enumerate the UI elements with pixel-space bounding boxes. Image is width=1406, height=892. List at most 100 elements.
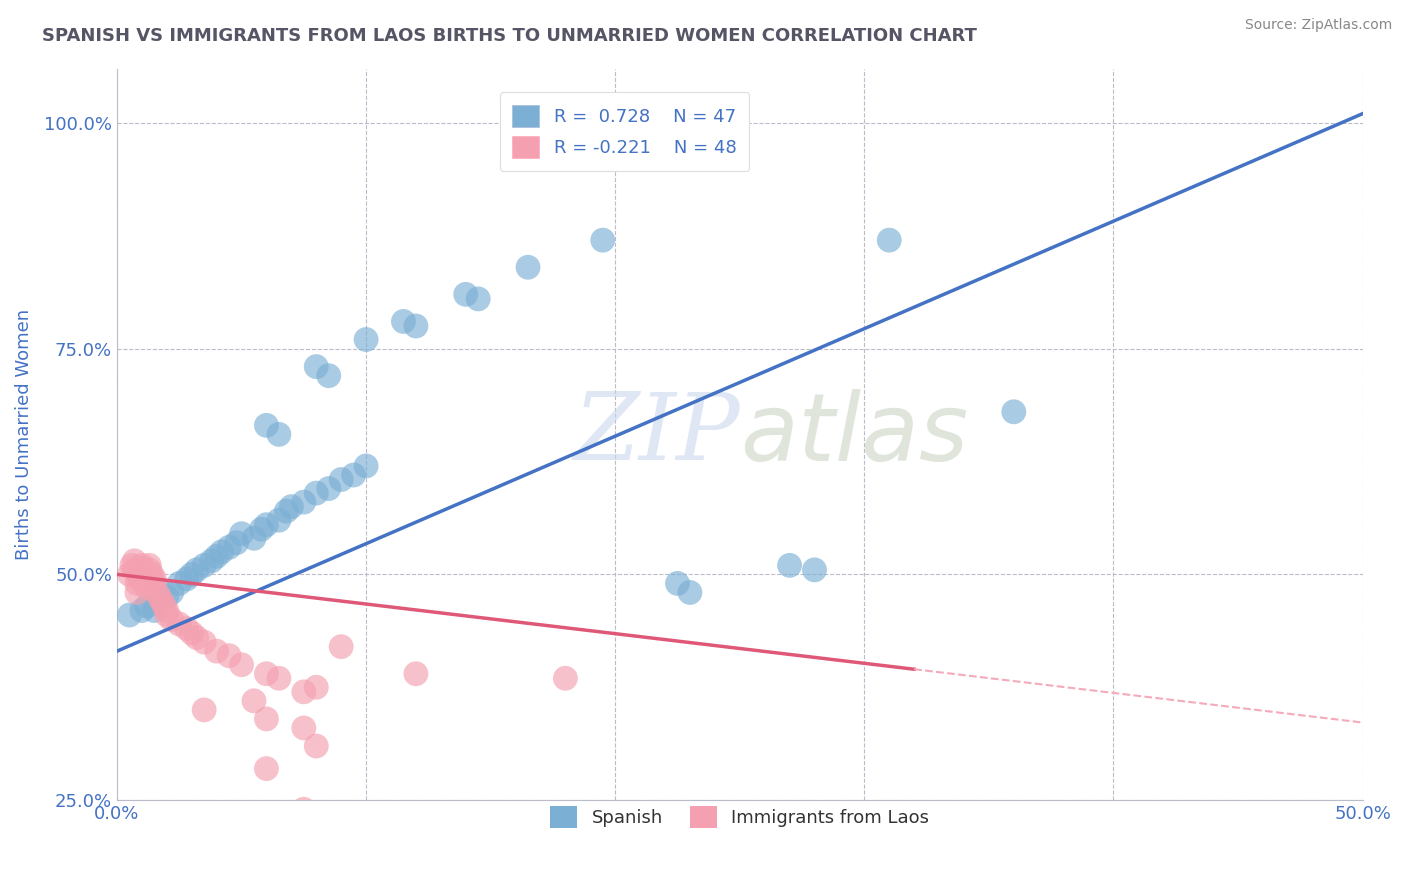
- Point: [134, 567, 156, 582]
- Point: [231, 657, 253, 672]
- Point: [131, 563, 153, 577]
- Point: [186, 631, 208, 645]
- Point: [267, 671, 290, 685]
- Point: [150, 594, 173, 608]
- Point: [343, 468, 366, 483]
- Point: [305, 681, 328, 695]
- Point: [134, 572, 156, 586]
- Point: [256, 418, 278, 433]
- Point: [276, 504, 298, 518]
- Point: [143, 603, 166, 617]
- Point: [267, 427, 290, 442]
- Point: [354, 333, 377, 347]
- Point: [877, 233, 900, 247]
- Point: [292, 685, 315, 699]
- Point: [176, 622, 198, 636]
- Point: [118, 567, 141, 582]
- Point: [256, 666, 278, 681]
- Point: [405, 666, 427, 681]
- Point: [193, 558, 215, 573]
- Y-axis label: Births to Unmarried Women: Births to Unmarried Women: [15, 309, 32, 560]
- Text: atlas: atlas: [740, 389, 967, 480]
- Point: [330, 473, 353, 487]
- Text: SPANISH VS IMMIGRANTS FROM LAOS BIRTHS TO UNMARRIED WOMEN CORRELATION CHART: SPANISH VS IMMIGRANTS FROM LAOS BIRTHS T…: [42, 27, 977, 45]
- Point: [211, 545, 233, 559]
- Point: [517, 260, 540, 275]
- Point: [218, 648, 240, 663]
- Point: [256, 712, 278, 726]
- Point: [167, 617, 190, 632]
- Point: [292, 802, 315, 816]
- Point: [141, 567, 163, 582]
- Point: [135, 576, 157, 591]
- Point: [148, 590, 170, 604]
- Text: Source: ZipAtlas.com: Source: ZipAtlas.com: [1244, 18, 1392, 32]
- Point: [135, 581, 157, 595]
- Point: [280, 500, 302, 514]
- Point: [305, 739, 328, 753]
- Point: [143, 572, 166, 586]
- Point: [146, 585, 169, 599]
- Point: [205, 644, 228, 658]
- Point: [679, 585, 702, 599]
- Legend: Spanish, Immigrants from Laos: Spanish, Immigrants from Laos: [543, 798, 936, 835]
- Point: [118, 608, 141, 623]
- Point: [153, 599, 176, 613]
- Point: [201, 554, 224, 568]
- Point: [131, 558, 153, 573]
- Point: [167, 576, 190, 591]
- Point: [392, 314, 415, 328]
- Point: [330, 640, 353, 654]
- Point: [135, 599, 157, 613]
- Point: [250, 522, 273, 536]
- Point: [305, 359, 328, 374]
- Point: [128, 567, 150, 582]
- Point: [405, 318, 427, 333]
- Point: [243, 694, 266, 708]
- Point: [1002, 405, 1025, 419]
- Point: [318, 482, 340, 496]
- Point: [125, 576, 148, 591]
- Point: [138, 563, 160, 577]
- Point: [454, 287, 477, 301]
- Point: [176, 572, 198, 586]
- Point: [138, 558, 160, 573]
- Point: [779, 558, 801, 573]
- Point: [243, 531, 266, 545]
- Point: [803, 563, 825, 577]
- Point: [180, 626, 202, 640]
- Point: [267, 513, 290, 527]
- Point: [180, 567, 202, 582]
- Point: [292, 495, 315, 509]
- Point: [592, 233, 614, 247]
- Point: [305, 486, 328, 500]
- Point: [256, 517, 278, 532]
- Point: [318, 368, 340, 383]
- Point: [156, 603, 179, 617]
- Point: [160, 585, 183, 599]
- Point: [666, 576, 689, 591]
- Point: [186, 563, 208, 577]
- Point: [554, 671, 576, 685]
- Point: [156, 608, 179, 623]
- Text: ZIP: ZIP: [574, 390, 740, 479]
- Point: [256, 762, 278, 776]
- Point: [121, 558, 143, 573]
- Point: [354, 458, 377, 473]
- Point: [131, 603, 153, 617]
- Point: [225, 535, 247, 549]
- Point: [124, 554, 146, 568]
- Point: [124, 563, 146, 577]
- Point: [205, 549, 228, 564]
- Point: [467, 292, 489, 306]
- Point: [292, 721, 315, 735]
- Point: [156, 590, 179, 604]
- Point: [150, 594, 173, 608]
- Point: [125, 585, 148, 599]
- Point: [193, 703, 215, 717]
- Point: [231, 526, 253, 541]
- Point: [160, 613, 183, 627]
- Point: [218, 541, 240, 555]
- Point: [193, 635, 215, 649]
- Point: [143, 576, 166, 591]
